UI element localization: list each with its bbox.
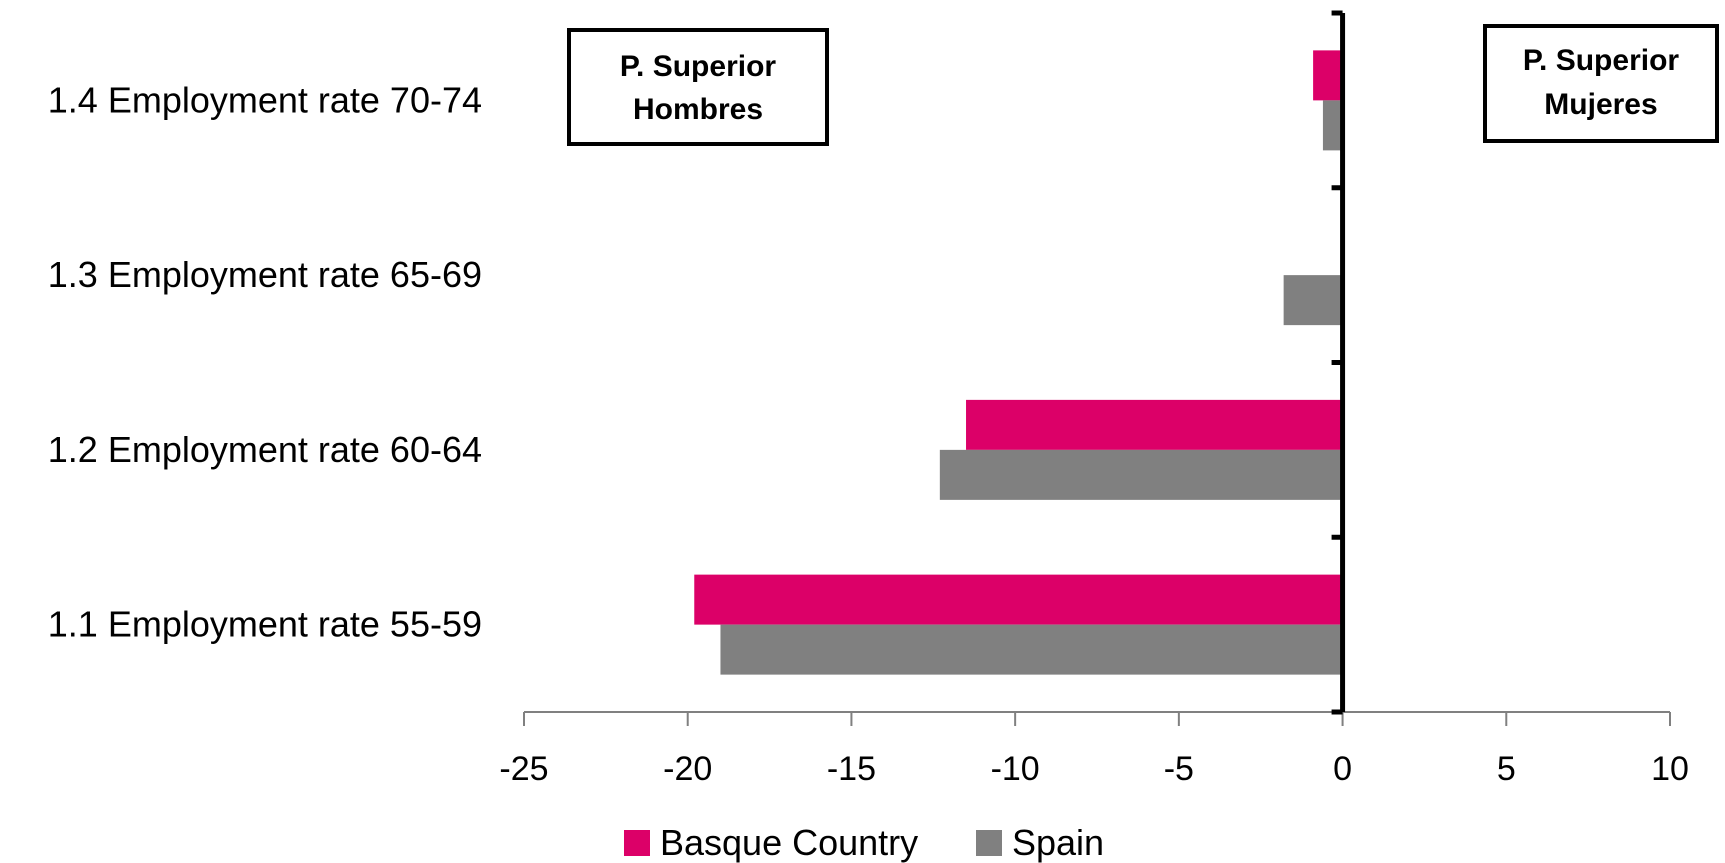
x-tick-label: 10 [1651,750,1689,788]
legend-swatch-basque-country [624,830,650,856]
category-label-4: 1.4 Employment rate 70-74 [48,79,482,120]
annotation-right-line1: P. Superior [1523,44,1679,77]
annotation-right-line2: Mujeres [1544,88,1657,121]
bar-basque-country-2 [966,399,1343,450]
x-tick-label: -10 [991,750,1040,788]
bar-spain-2 [939,449,1343,500]
category-label-3: 1.3 Employment rate 65-69 [48,254,482,295]
x-tick-label: -20 [663,750,712,788]
legend-swatch-spain [976,830,1002,856]
x-tick-label: -25 [499,750,548,788]
bar-spain-3 [1283,275,1343,326]
annotation-left-line2: Hombres [633,93,763,126]
legend-label-basque-country: Basque Country [660,822,918,863]
legend-label-spain: Spain [1012,822,1104,863]
x-tick-labels: -25 -20 -15 -10 -5 0 5 10 [499,750,1688,788]
bar-spain-1 [720,624,1343,675]
bar-basque-country-1 [694,574,1343,625]
annotation-box-right: P. Superior Mujeres [1483,24,1719,143]
legend: Basque Country Spain [624,822,1104,863]
category-label-2: 1.2 Employment rate 60-64 [48,429,482,470]
bars-group [694,50,1343,675]
x-tick-label: 5 [1497,750,1516,788]
annotation-left-line1: P. Superior [620,50,776,83]
bar-basque-country-4 [1313,50,1343,101]
bar-spain-4 [1322,100,1343,151]
x-tick-label: -15 [827,750,876,788]
axes-group [523,10,1671,726]
x-tick-label: 0 [1333,750,1352,788]
x-tick-label: -5 [1164,750,1194,788]
annotation-box-left: P. Superior Hombres [567,28,829,146]
category-labels: 1.1 Employment rate 55-59 1.2 Employment … [48,79,482,644]
category-label-1: 1.1 Employment rate 55-59 [48,604,482,645]
